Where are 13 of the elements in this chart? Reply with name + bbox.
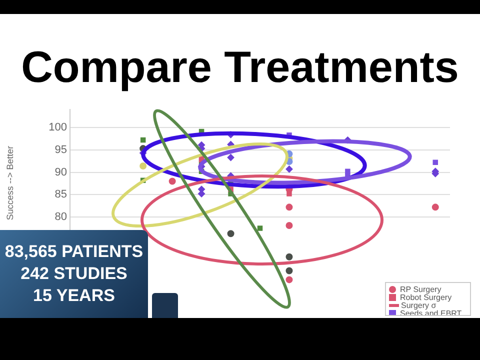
y-axis-title: Success --> Better bbox=[5, 144, 15, 222]
legend-label: Surgery σ bbox=[401, 300, 436, 310]
y-tick-label: 90 bbox=[54, 166, 67, 178]
annotation: 83,565 PATIENTS bbox=[4, 241, 144, 263]
annotation: 242 STUDIES bbox=[20, 263, 128, 285]
annotation: 15 YEARS bbox=[32, 285, 116, 307]
y-tick-label: 80 bbox=[54, 211, 67, 224]
legend-label: RP Surgery bbox=[400, 284, 442, 294]
y-tick-label: 85 bbox=[54, 188, 67, 201]
y-tick-label: 100 bbox=[48, 122, 67, 134]
chart-title: Compare Treatments bbox=[20, 43, 460, 92]
legend-label: Robot Surgery bbox=[400, 292, 452, 302]
y-tick-label: 95 bbox=[54, 144, 67, 156]
